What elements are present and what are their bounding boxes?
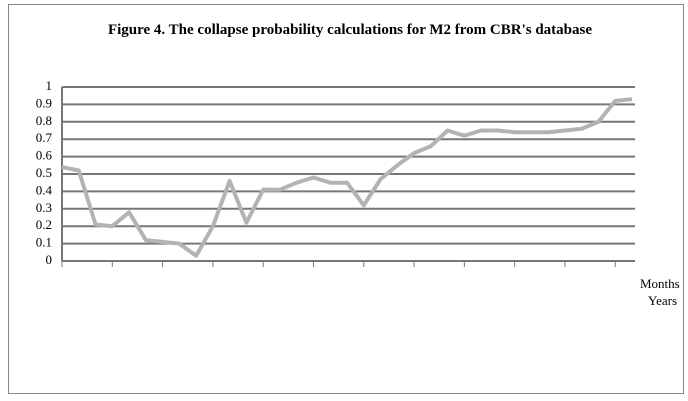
y-tick-label: 0.8 bbox=[36, 113, 52, 128]
x-axis-label: Months bbox=[640, 276, 680, 291]
y-tick-label: 0.7 bbox=[36, 130, 53, 145]
y-tick-label: 0.1 bbox=[36, 235, 52, 250]
y-tick-label: 0.3 bbox=[36, 200, 52, 215]
y-tick-label: 1 bbox=[46, 78, 53, 93]
y-tick-label: 0.5 bbox=[36, 165, 52, 180]
x-axis-label: Years bbox=[648, 293, 677, 308]
chart-title: Figure 4. The collapse probability calcu… bbox=[107, 22, 593, 38]
chart-frame bbox=[8, 4, 684, 394]
y-tick-label: 0.4 bbox=[36, 182, 53, 197]
data-line bbox=[61, 97, 633, 258]
y-tick-label: 0.2 bbox=[36, 217, 52, 232]
y-tick-label: 0.9 bbox=[36, 95, 52, 110]
y-tick-label: 0 bbox=[46, 252, 53, 267]
y-tick-label: 0.6 bbox=[36, 148, 53, 163]
